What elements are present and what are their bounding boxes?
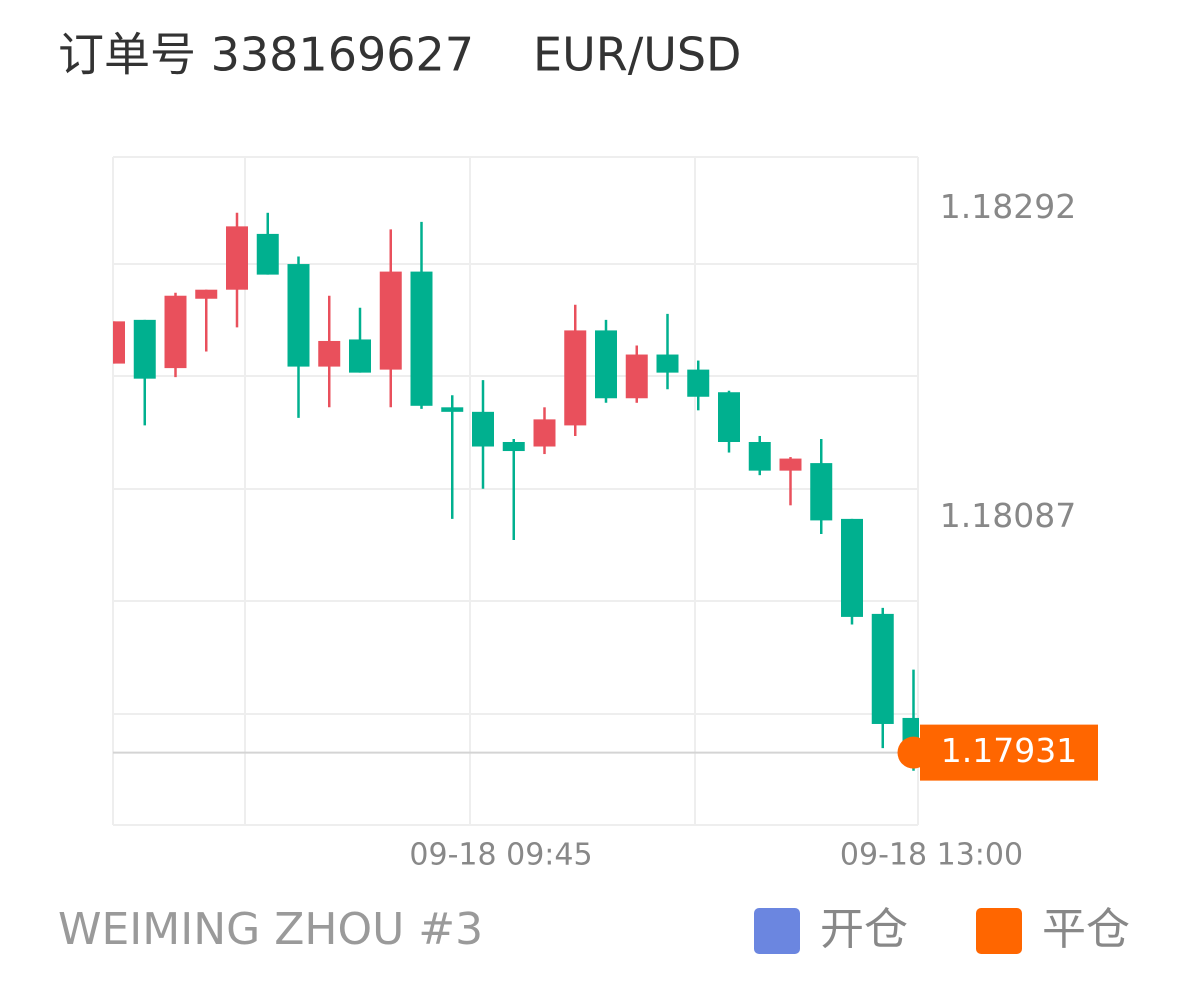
candle-body [133, 319, 156, 379]
candle-body [410, 271, 433, 406]
candle-body [441, 407, 464, 412]
candle-body [748, 441, 771, 471]
candle-body [841, 518, 863, 617]
y-tick-label: 1.18292 [940, 187, 1076, 226]
legend-swatch [754, 908, 800, 954]
symbol: EUR/USD [533, 28, 741, 82]
candle-body [595, 330, 617, 399]
candle-body [318, 340, 341, 367]
candles [113, 212, 919, 771]
account-name: WEIMING ZHOU #3 [58, 904, 483, 955]
candle-body [564, 330, 587, 426]
legend-label: 开仓 [820, 904, 908, 955]
candle-body [113, 321, 125, 364]
candle-body [379, 271, 402, 370]
legend-swatch [976, 908, 1022, 954]
x-tick-label: 09-18 09:45 [409, 838, 592, 873]
legend-label: 平仓 [1042, 904, 1130, 955]
candle-body [349, 339, 371, 373]
candle-body [718, 392, 740, 442]
candle-body [195, 289, 218, 299]
order-number: 订单号 338169627 [58, 28, 474, 82]
candle-body [226, 226, 248, 290]
candle-body [287, 264, 310, 367]
y-tick-label: 1.18087 [940, 496, 1076, 535]
candle-body [472, 411, 494, 447]
candle-body [256, 233, 279, 275]
x-tick-label: 09-18 13:00 [840, 838, 1023, 873]
candle-body [656, 354, 679, 373]
candle-body [871, 613, 894, 724]
candle-body [533, 419, 556, 447]
candle-body [502, 441, 525, 452]
current-price-box [920, 724, 1098, 781]
candle-body [687, 369, 710, 397]
candle-body [164, 295, 187, 369]
candle-body [625, 354, 648, 399]
candle-body [779, 458, 802, 471]
current-price-label: 1.17931 [941, 731, 1077, 770]
candle-body [810, 463, 833, 521]
